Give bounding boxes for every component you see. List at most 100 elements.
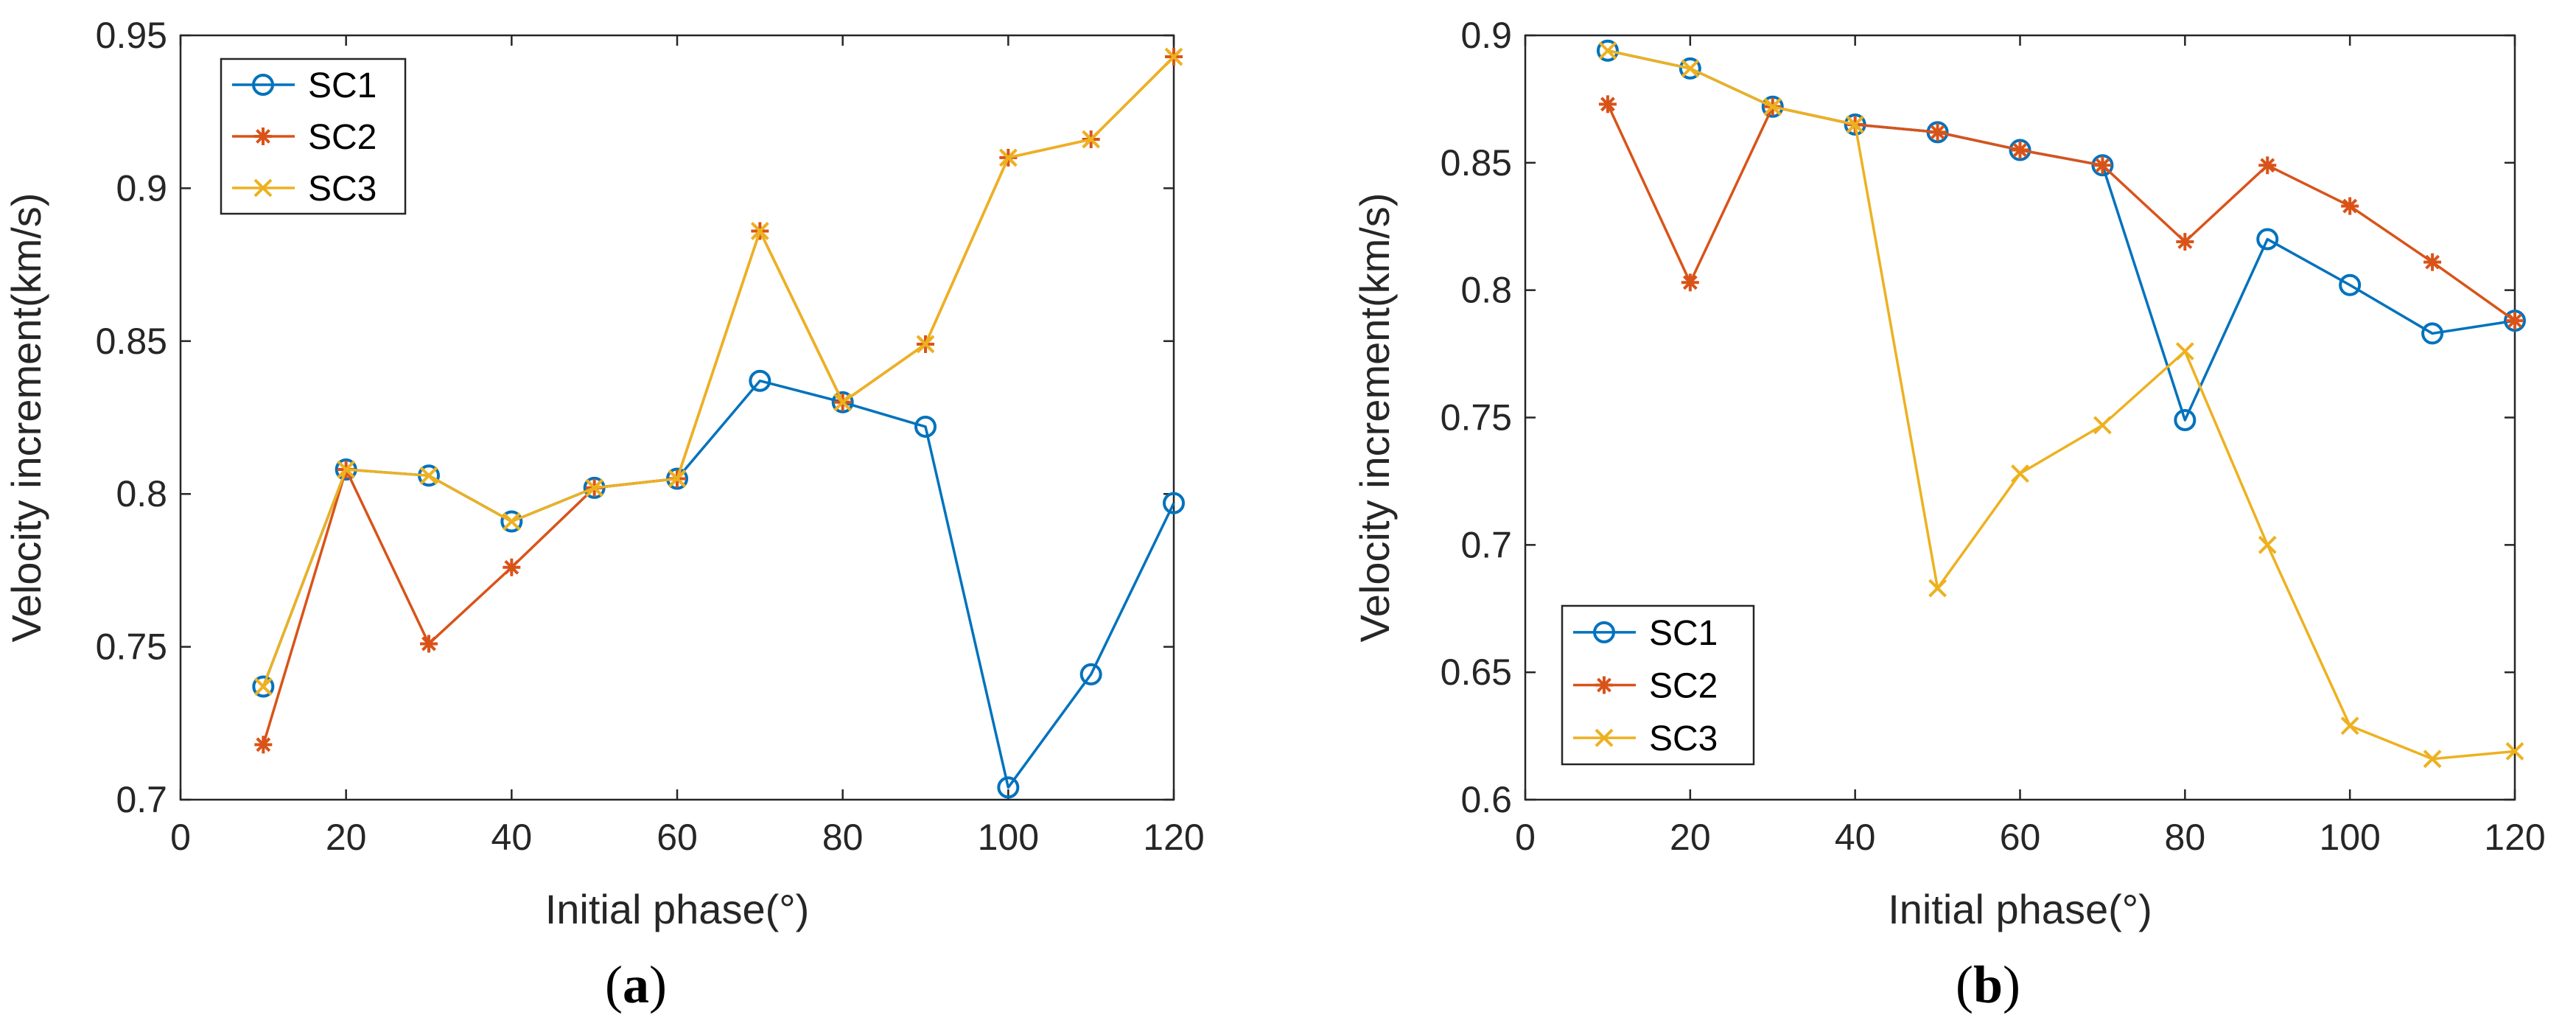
x-tick-label-a-6: 120 bbox=[1143, 817, 1204, 858]
data-point-b-sc1-8 bbox=[2256, 228, 2279, 251]
data-point-b-sc1-7 bbox=[2174, 408, 2197, 431]
data-point-b-sc3-7 bbox=[2175, 342, 2194, 361]
data-point-a-sc3-0 bbox=[253, 677, 273, 696]
legend-a: SC1 SC2 SC3 bbox=[220, 57, 407, 215]
data-point-b-sc3-10 bbox=[2423, 750, 2442, 769]
legend-label-a-sc3: SC3 bbox=[308, 170, 377, 209]
x-tick-label-b-0: 0 bbox=[1515, 817, 1536, 858]
y-tick-label-b-1: 0.65 bbox=[1441, 652, 1512, 693]
data-point-b-sc1-9 bbox=[2339, 273, 2362, 296]
data-point-b-sc2-4 bbox=[1928, 123, 1947, 142]
data-point-a-sc1-7 bbox=[831, 391, 854, 413]
data-point-a-sc3-7 bbox=[833, 393, 853, 412]
data-point-a-sc3-5 bbox=[668, 469, 687, 488]
data-point-a-sc3-9 bbox=[998, 148, 1018, 167]
data-point-b-sc2-8 bbox=[2258, 156, 2277, 175]
series-line-a-sc3 bbox=[262, 55, 1175, 688]
data-point-b-sc2-10 bbox=[2423, 253, 2442, 271]
x-tick-label-a-4: 80 bbox=[822, 817, 864, 858]
legend-marker-a-sc1 bbox=[252, 74, 274, 96]
data-point-b-sc1-5 bbox=[2009, 139, 2031, 161]
data-point-a-sc2-2 bbox=[420, 635, 438, 653]
data-point-b-sc3-5 bbox=[2011, 464, 2029, 483]
data-point-b-sc2-9 bbox=[2341, 197, 2359, 215]
series-line-b-sc2 bbox=[1606, 103, 2516, 322]
data-point-a-sc3-4 bbox=[585, 478, 604, 497]
x-tick-label-b-2: 40 bbox=[1835, 817, 1876, 858]
data-point-b-sc3-9 bbox=[2340, 716, 2359, 736]
x-tick-label-a-3: 60 bbox=[657, 817, 698, 858]
legend-marker-a-sc3 bbox=[253, 178, 273, 198]
data-point-a-sc1-6 bbox=[749, 369, 771, 392]
data-point-b-sc2-11 bbox=[2506, 312, 2524, 330]
data-point-b-sc3-2 bbox=[1763, 97, 1782, 116]
chart-panel-b: 0 20 40 60 80 100 120 0.6 0.65 0.7 0.75 0.8 0.85 0.9 I… bbox=[1351, 15, 2546, 1014]
data-point-a-sc3-8 bbox=[916, 335, 935, 354]
y-tick-label-a-2: 0.8 bbox=[116, 473, 167, 514]
y-axis-label-a: Velocity increment(km/s) bbox=[3, 193, 49, 643]
y-tick-label-b-4: 0.8 bbox=[1460, 270, 1512, 311]
x-tick-label-b-1: 20 bbox=[1670, 817, 1711, 858]
panel-label-b: (b) bbox=[1956, 955, 2020, 1014]
data-point-a-sc1-3 bbox=[500, 510, 523, 533]
data-point-a-sc3-10 bbox=[1082, 130, 1101, 149]
y-tick-label-a-4: 0.9 bbox=[116, 167, 167, 209]
data-point-b-sc3-11 bbox=[2505, 741, 2524, 761]
data-point-b-sc3-1 bbox=[1681, 59, 1700, 78]
data-point-b-sc1-11 bbox=[2504, 310, 2526, 332]
data-point-b-sc1-1 bbox=[1679, 57, 1701, 80]
data-point-b-sc1-6 bbox=[2091, 154, 2114, 177]
legend-label-b-sc3: SC3 bbox=[1649, 719, 1718, 758]
y-tick-label-b-6: 0.9 bbox=[1460, 15, 1512, 56]
legend-label-b-sc1: SC1 bbox=[1649, 614, 1718, 653]
series-line-b-sc3 bbox=[1607, 49, 2516, 761]
y-tick-label-b-2: 0.7 bbox=[1460, 524, 1512, 565]
x-tick-label-a-5: 100 bbox=[978, 817, 1039, 858]
y-tick-label-b-0: 0.6 bbox=[1460, 779, 1512, 820]
x-tick-label-b-5: 100 bbox=[2319, 817, 2380, 858]
legend-marker-a-sc2 bbox=[254, 128, 272, 145]
data-point-a-sc1-9 bbox=[997, 776, 1020, 799]
data-point-b-sc3-0 bbox=[1598, 41, 1617, 60]
y-tick-label-a-1: 0.75 bbox=[96, 626, 167, 668]
y-tick-label-b-3: 0.75 bbox=[1441, 397, 1512, 439]
x-axis-label-a: Initial phase(°) bbox=[545, 886, 810, 932]
y-axis-label-b: Velocity increment(km/s) bbox=[1351, 193, 1398, 643]
data-point-b-sc3-6 bbox=[2093, 416, 2112, 435]
data-point-a-sc1-11 bbox=[1163, 492, 1185, 514]
legend-label-b-sc2: SC2 bbox=[1649, 667, 1718, 706]
data-point-b-sc1-2 bbox=[1761, 95, 1784, 118]
data-point-b-sc3-8 bbox=[2258, 535, 2277, 554]
data-point-b-sc2-6 bbox=[2093, 156, 2112, 175]
chart-panel-a: 0 20 40 60 80 100 120 0.7 0.75 0.8 0.85 0.9 0.95 Init… bbox=[3, 15, 1205, 1014]
legend-marker-b-sc3 bbox=[1595, 728, 1614, 747]
legend-marker-b-sc2 bbox=[1595, 676, 1613, 694]
legend-marker-b-sc1 bbox=[1593, 621, 1615, 643]
data-point-a-sc3-1 bbox=[337, 460, 356, 479]
data-point-b-sc3-4 bbox=[1928, 579, 1947, 598]
x-axis-label-b: Initial phase(°) bbox=[1888, 886, 2152, 932]
legend-b: SC1 SC2 SC3 bbox=[1561, 604, 1755, 766]
data-point-b-sc1-0 bbox=[1596, 39, 1619, 62]
legend-label-a-sc1: SC1 bbox=[308, 66, 377, 105]
data-point-a-sc1-8 bbox=[914, 415, 937, 438]
data-point-a-sc2-3 bbox=[503, 558, 521, 576]
data-point-b-sc2-5 bbox=[2011, 141, 2029, 159]
legend-label-a-sc2: SC2 bbox=[308, 118, 377, 157]
panel-label-a: (a) bbox=[605, 955, 667, 1014]
data-point-a-sc1-0 bbox=[252, 675, 275, 698]
data-point-a-sc3-2 bbox=[419, 466, 438, 485]
x-tick-label-a-0: 0 bbox=[170, 817, 191, 858]
y-tick-label-a-5: 0.95 bbox=[96, 15, 167, 56]
x-tick-label-b-6: 120 bbox=[2484, 817, 2545, 858]
y-tick-label-a-3: 0.85 bbox=[96, 321, 167, 362]
y-tick-label-b-5: 0.85 bbox=[1441, 142, 1512, 184]
data-point-b-sc1-10 bbox=[2421, 322, 2444, 345]
data-point-b-sc2-7 bbox=[2176, 232, 2194, 251]
data-point-b-sc2-0 bbox=[1598, 95, 1617, 114]
data-point-a-sc3-6 bbox=[750, 222, 769, 240]
data-point-b-sc2-1 bbox=[1681, 273, 1699, 292]
x-tick-label-a-2: 40 bbox=[491, 817, 533, 858]
data-point-a-sc1-10 bbox=[1079, 663, 1102, 685]
